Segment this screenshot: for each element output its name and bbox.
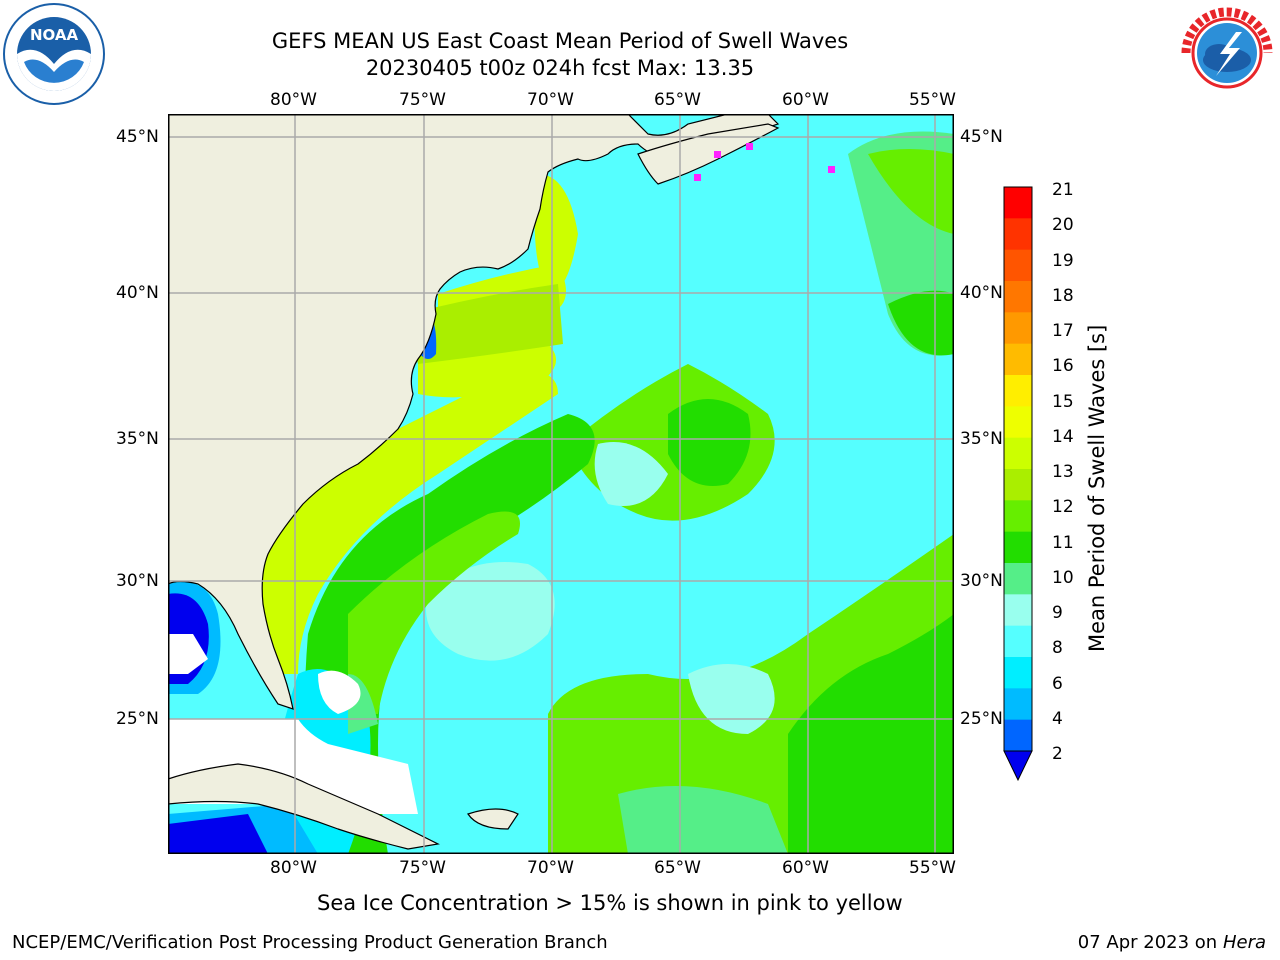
colorbar-tick-label: 14 bbox=[1052, 426, 1074, 447]
colorbar-tick-label: 9 bbox=[1052, 603, 1063, 623]
colorbar-segment bbox=[1004, 187, 1032, 219]
colorbar-label: Mean Period of Swell Waves [s] bbox=[1085, 324, 1109, 652]
lat-tick-right-40n: 40°N bbox=[960, 283, 1003, 303]
lon-tick-bottom-60w: 60°W bbox=[782, 858, 829, 878]
colorbar-tick-label: 4 bbox=[1052, 708, 1063, 729]
lat-tick-left-30n: 30°N bbox=[116, 571, 159, 591]
colorbar-tick-label: 11 bbox=[1052, 532, 1074, 553]
footer-date-text: 07 Apr 2023 on bbox=[1077, 932, 1223, 953]
lat-tick-left-40n: 40°N bbox=[116, 283, 159, 303]
colorbar-tick-label: 15 bbox=[1052, 391, 1074, 412]
noaa-logo-text: NOAA bbox=[30, 26, 79, 44]
nws-logo bbox=[1176, 2, 1278, 104]
colorbar-tick-label: 20 bbox=[1052, 215, 1074, 236]
colorbar-tick-label: 13 bbox=[1052, 462, 1074, 482]
colorbar-ticks: 21 20 19 18 17 16 15 14 13 12 11 10 9 8 6 4 2 bbox=[1052, 180, 1112, 770]
lon-tick-bottom-80w: 80°W bbox=[270, 858, 317, 878]
lat-tick-right-25n: 25°N bbox=[960, 709, 1003, 729]
colorbar-tick-label: 2 bbox=[1052, 744, 1063, 764]
colorbar-tick-label: 17 bbox=[1052, 321, 1074, 341]
lon-tick-top-55w: 55°W bbox=[909, 90, 956, 110]
lon-tick-top-80w: 80°W bbox=[270, 90, 317, 110]
footer-branch: NCEP/EMC/Verification Post Processing Pr… bbox=[12, 932, 608, 953]
sea-ice-note: Sea Ice Concentration > 15% is shown in … bbox=[317, 891, 903, 915]
colorbar-svg bbox=[1003, 186, 1033, 782]
colorbar-tick-label: 8 bbox=[1052, 638, 1063, 659]
map-frame bbox=[168, 114, 954, 854]
lon-tick-top-75w: 75°W bbox=[399, 90, 446, 110]
colorbar-frame bbox=[1003, 186, 1033, 752]
lat-tick-right-45n: 45°N bbox=[960, 127, 1003, 147]
lat-tick-left-45n: 45°N bbox=[116, 127, 159, 147]
colorbar-segment bbox=[1004, 563, 1032, 595]
colorbar-segment bbox=[1004, 312, 1032, 345]
colorbar-tick-label: 10 bbox=[1052, 567, 1074, 588]
land-masses bbox=[168, 114, 780, 850]
colorbar-segment bbox=[1004, 625, 1032, 658]
chart-title-line1: GEFS MEAN US East Coast Mean Period of S… bbox=[271, 29, 849, 53]
chart-title-line2: 20230405 t00z 024h fcst Max: 13.35 bbox=[365, 56, 755, 80]
colorbar-segment bbox=[1004, 469, 1032, 501]
colorbar-tick-label: 21 bbox=[1052, 180, 1074, 200]
sea-ice-markers bbox=[694, 143, 835, 181]
lon-tick-bottom-70w: 70°W bbox=[527, 858, 574, 878]
colorbar-tick-label: 18 bbox=[1052, 285, 1074, 306]
map-panel bbox=[168, 114, 954, 854]
lat-tick-left-25n: 25°N bbox=[116, 709, 159, 729]
lon-tick-top-65w: 65°W bbox=[654, 90, 701, 110]
colorbar-tick-label: 16 bbox=[1052, 356, 1074, 377]
map-svg bbox=[168, 114, 954, 854]
colorbar-segment bbox=[1004, 719, 1032, 752]
footer-date: 07 Apr 2023 on Hera bbox=[1078, 932, 1266, 953]
colorbar-segment bbox=[1004, 531, 1032, 564]
lat-tick-right-35n: 35°N bbox=[960, 429, 1003, 449]
colorbar-segment bbox=[1004, 594, 1032, 627]
colorbar-extension bbox=[1003, 750, 1033, 782]
lon-tick-bottom-65w: 65°W bbox=[654, 858, 701, 878]
colorbar-segment bbox=[1004, 343, 1032, 376]
colorbar-segment bbox=[1004, 437, 1032, 470]
colorbar-segment bbox=[1004, 281, 1032, 313]
noaa-logo: NOAA bbox=[2, 2, 106, 106]
colorbar-tick-label: 19 bbox=[1052, 250, 1074, 271]
colorbar bbox=[1000, 186, 1040, 786]
lon-tick-bottom-75w: 75°W bbox=[399, 858, 446, 878]
colorbar-segment bbox=[1004, 500, 1032, 533]
lat-tick-left-35n: 35°N bbox=[116, 429, 159, 449]
colorbar-segment bbox=[1004, 657, 1032, 689]
colorbar-tick-label: 6 bbox=[1052, 673, 1063, 694]
map-gridlines bbox=[168, 114, 954, 854]
colorbar-segment bbox=[1004, 688, 1032, 721]
footer-machine: Hera bbox=[1222, 932, 1266, 953]
colorbar-segment bbox=[1004, 375, 1032, 407]
colorbar-tick-label: 12 bbox=[1052, 497, 1074, 518]
lon-tick-top-70w: 70°W bbox=[527, 90, 574, 110]
colorbar-segment bbox=[1004, 249, 1032, 282]
lon-tick-bottom-55w: 55°W bbox=[909, 858, 956, 878]
colorbar-segment bbox=[1004, 218, 1032, 251]
lon-tick-top-60w: 60°W bbox=[782, 90, 829, 110]
lat-tick-right-30n: 30°N bbox=[960, 571, 1003, 591]
colorbar-segment bbox=[1004, 406, 1032, 439]
